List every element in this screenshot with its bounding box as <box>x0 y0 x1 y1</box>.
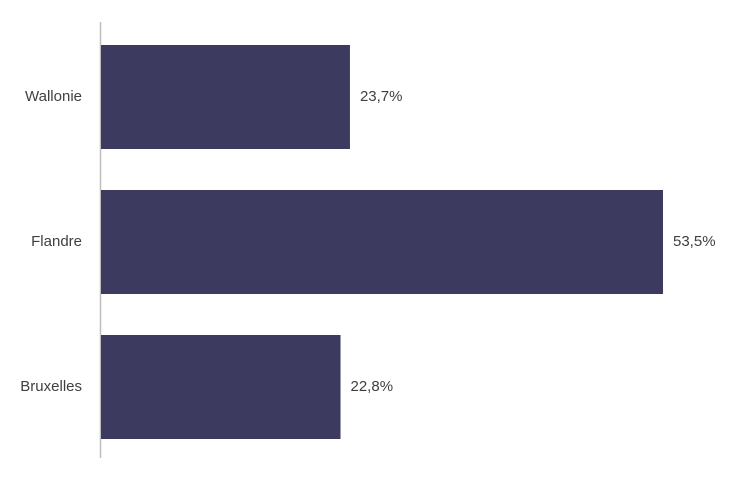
bar <box>101 190 663 294</box>
value-label: 22,8% <box>351 378 394 395</box>
bar <box>101 45 350 149</box>
value-label: 53,5% <box>673 233 716 250</box>
y-tick-label: Flandre <box>31 233 82 250</box>
y-tick-label: Bruxelles <box>20 378 82 395</box>
value-label: 23,7% <box>360 88 403 105</box>
bar <box>101 335 341 439</box>
y-tick-label: Wallonie <box>25 88 82 105</box>
